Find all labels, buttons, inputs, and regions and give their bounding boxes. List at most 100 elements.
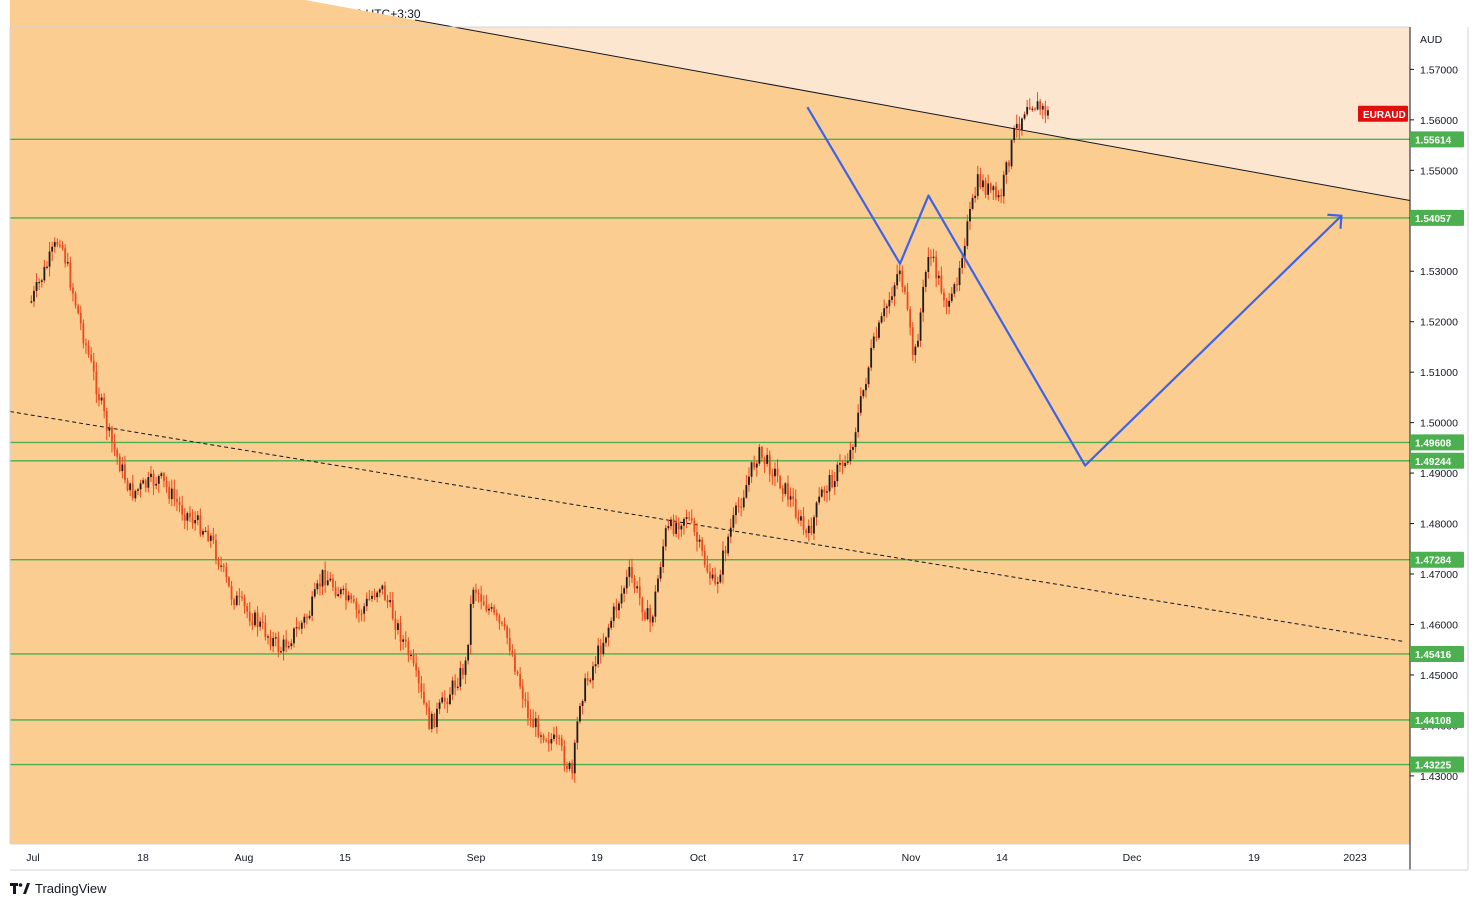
horizontal-levels bbox=[10, 138, 1410, 766]
tradingview-logo[interactable]: TradingView bbox=[10, 881, 107, 896]
candle-body bbox=[285, 639, 288, 648]
candle-body bbox=[1010, 140, 1013, 167]
candle-body bbox=[355, 601, 358, 610]
candle-body bbox=[709, 571, 711, 579]
candle-body bbox=[1023, 114, 1026, 119]
candle-body bbox=[1039, 101, 1042, 110]
candle-body bbox=[74, 293, 77, 306]
candle-body bbox=[446, 701, 449, 705]
candle-body bbox=[727, 536, 730, 554]
candle-body bbox=[677, 522, 680, 530]
candle-body bbox=[181, 505, 184, 515]
candle-body bbox=[404, 639, 407, 642]
candle-body bbox=[511, 650, 514, 655]
candle-body bbox=[202, 531, 204, 535]
candle-body bbox=[584, 678, 587, 702]
candle-body bbox=[391, 600, 394, 619]
candle-body bbox=[519, 673, 522, 687]
candle-body bbox=[870, 347, 873, 368]
candle-body bbox=[98, 394, 100, 401]
candle-body bbox=[649, 608, 652, 623]
candle-body bbox=[966, 221, 969, 246]
candle-body bbox=[464, 660, 467, 675]
candle-body bbox=[909, 309, 912, 328]
price-axis[interactable]: AUD1.570001.560001.550001.540001.530001.… bbox=[1358, 34, 1464, 783]
candle-body bbox=[103, 397, 106, 412]
candle-body bbox=[300, 622, 303, 629]
candle-body bbox=[38, 281, 41, 284]
candle-body bbox=[256, 612, 259, 627]
candle-body bbox=[646, 608, 649, 620]
candle-body bbox=[186, 513, 189, 521]
candle-body bbox=[319, 583, 321, 587]
candle-body bbox=[1018, 123, 1021, 131]
candle-body bbox=[472, 589, 475, 604]
candle-body bbox=[737, 505, 740, 507]
time-axis[interactable]: Jul 18 Aug 15 Sep 19 Oct 17 Nov 14 Dec 19 2023 bbox=[26, 852, 1367, 864]
candle-body bbox=[170, 488, 173, 500]
candle-body bbox=[826, 491, 828, 493]
candle-body bbox=[766, 454, 769, 464]
candle-body bbox=[844, 462, 847, 467]
candle-body bbox=[228, 577, 230, 587]
candle-body bbox=[1031, 108, 1034, 110]
candle-body bbox=[378, 589, 381, 593]
candle-body bbox=[116, 449, 119, 457]
candle-body bbox=[914, 346, 917, 356]
candle-body bbox=[638, 586, 641, 598]
candle-body bbox=[527, 701, 529, 719]
candle-body bbox=[516, 671, 519, 674]
candle-body bbox=[529, 718, 532, 720]
candle-body bbox=[482, 601, 485, 605]
candle-body bbox=[376, 592, 379, 598]
candle-body bbox=[862, 390, 865, 397]
candle-body bbox=[932, 256, 935, 258]
candle-body bbox=[922, 286, 925, 313]
candle-body bbox=[989, 183, 992, 191]
candle-body bbox=[987, 183, 990, 195]
candle-body bbox=[898, 270, 901, 275]
candle-body bbox=[451, 680, 454, 695]
price-tick-label: 1.57000 bbox=[1420, 64, 1458, 76]
candle-body bbox=[813, 517, 815, 534]
candle-body bbox=[833, 481, 836, 488]
candle-body bbox=[885, 306, 888, 309]
candle-body bbox=[888, 299, 891, 307]
candle-body bbox=[142, 480, 145, 484]
candle-body bbox=[724, 550, 727, 554]
candle-body bbox=[514, 654, 516, 672]
candle-body bbox=[72, 287, 74, 294]
candle-body bbox=[220, 565, 223, 567]
candle-body bbox=[742, 497, 745, 508]
candle-body bbox=[118, 456, 121, 472]
candle-body bbox=[615, 606, 618, 611]
candle-body bbox=[225, 567, 228, 578]
candle-body bbox=[722, 550, 724, 575]
price-tick-label: 1.53000 bbox=[1420, 266, 1458, 278]
candle-body bbox=[295, 627, 298, 629]
candle-body bbox=[911, 327, 914, 356]
candle-body bbox=[618, 603, 620, 611]
candle-body bbox=[787, 483, 789, 500]
candle-body bbox=[358, 609, 360, 614]
tradingview-brand: TradingView bbox=[35, 881, 107, 896]
candle-body bbox=[797, 517, 800, 521]
level-price-label: 1.49244 bbox=[1415, 457, 1452, 468]
candle-body bbox=[53, 242, 56, 247]
time-tick-label: 19 bbox=[591, 852, 603, 864]
candle-body bbox=[293, 628, 295, 644]
candle-body bbox=[428, 707, 431, 730]
candle-body bbox=[560, 738, 563, 747]
candle-body bbox=[254, 612, 256, 626]
candle-body bbox=[64, 248, 67, 264]
candle-body bbox=[215, 540, 217, 560]
candles bbox=[30, 92, 1049, 783]
candle-body bbox=[802, 516, 805, 530]
candle-body bbox=[779, 476, 782, 489]
level-price-label: 1.44108 bbox=[1415, 716, 1452, 727]
projection-arrow-head bbox=[1327, 213, 1343, 229]
candle-body bbox=[706, 565, 709, 572]
candle-body bbox=[930, 256, 932, 259]
candle-body bbox=[352, 599, 355, 602]
